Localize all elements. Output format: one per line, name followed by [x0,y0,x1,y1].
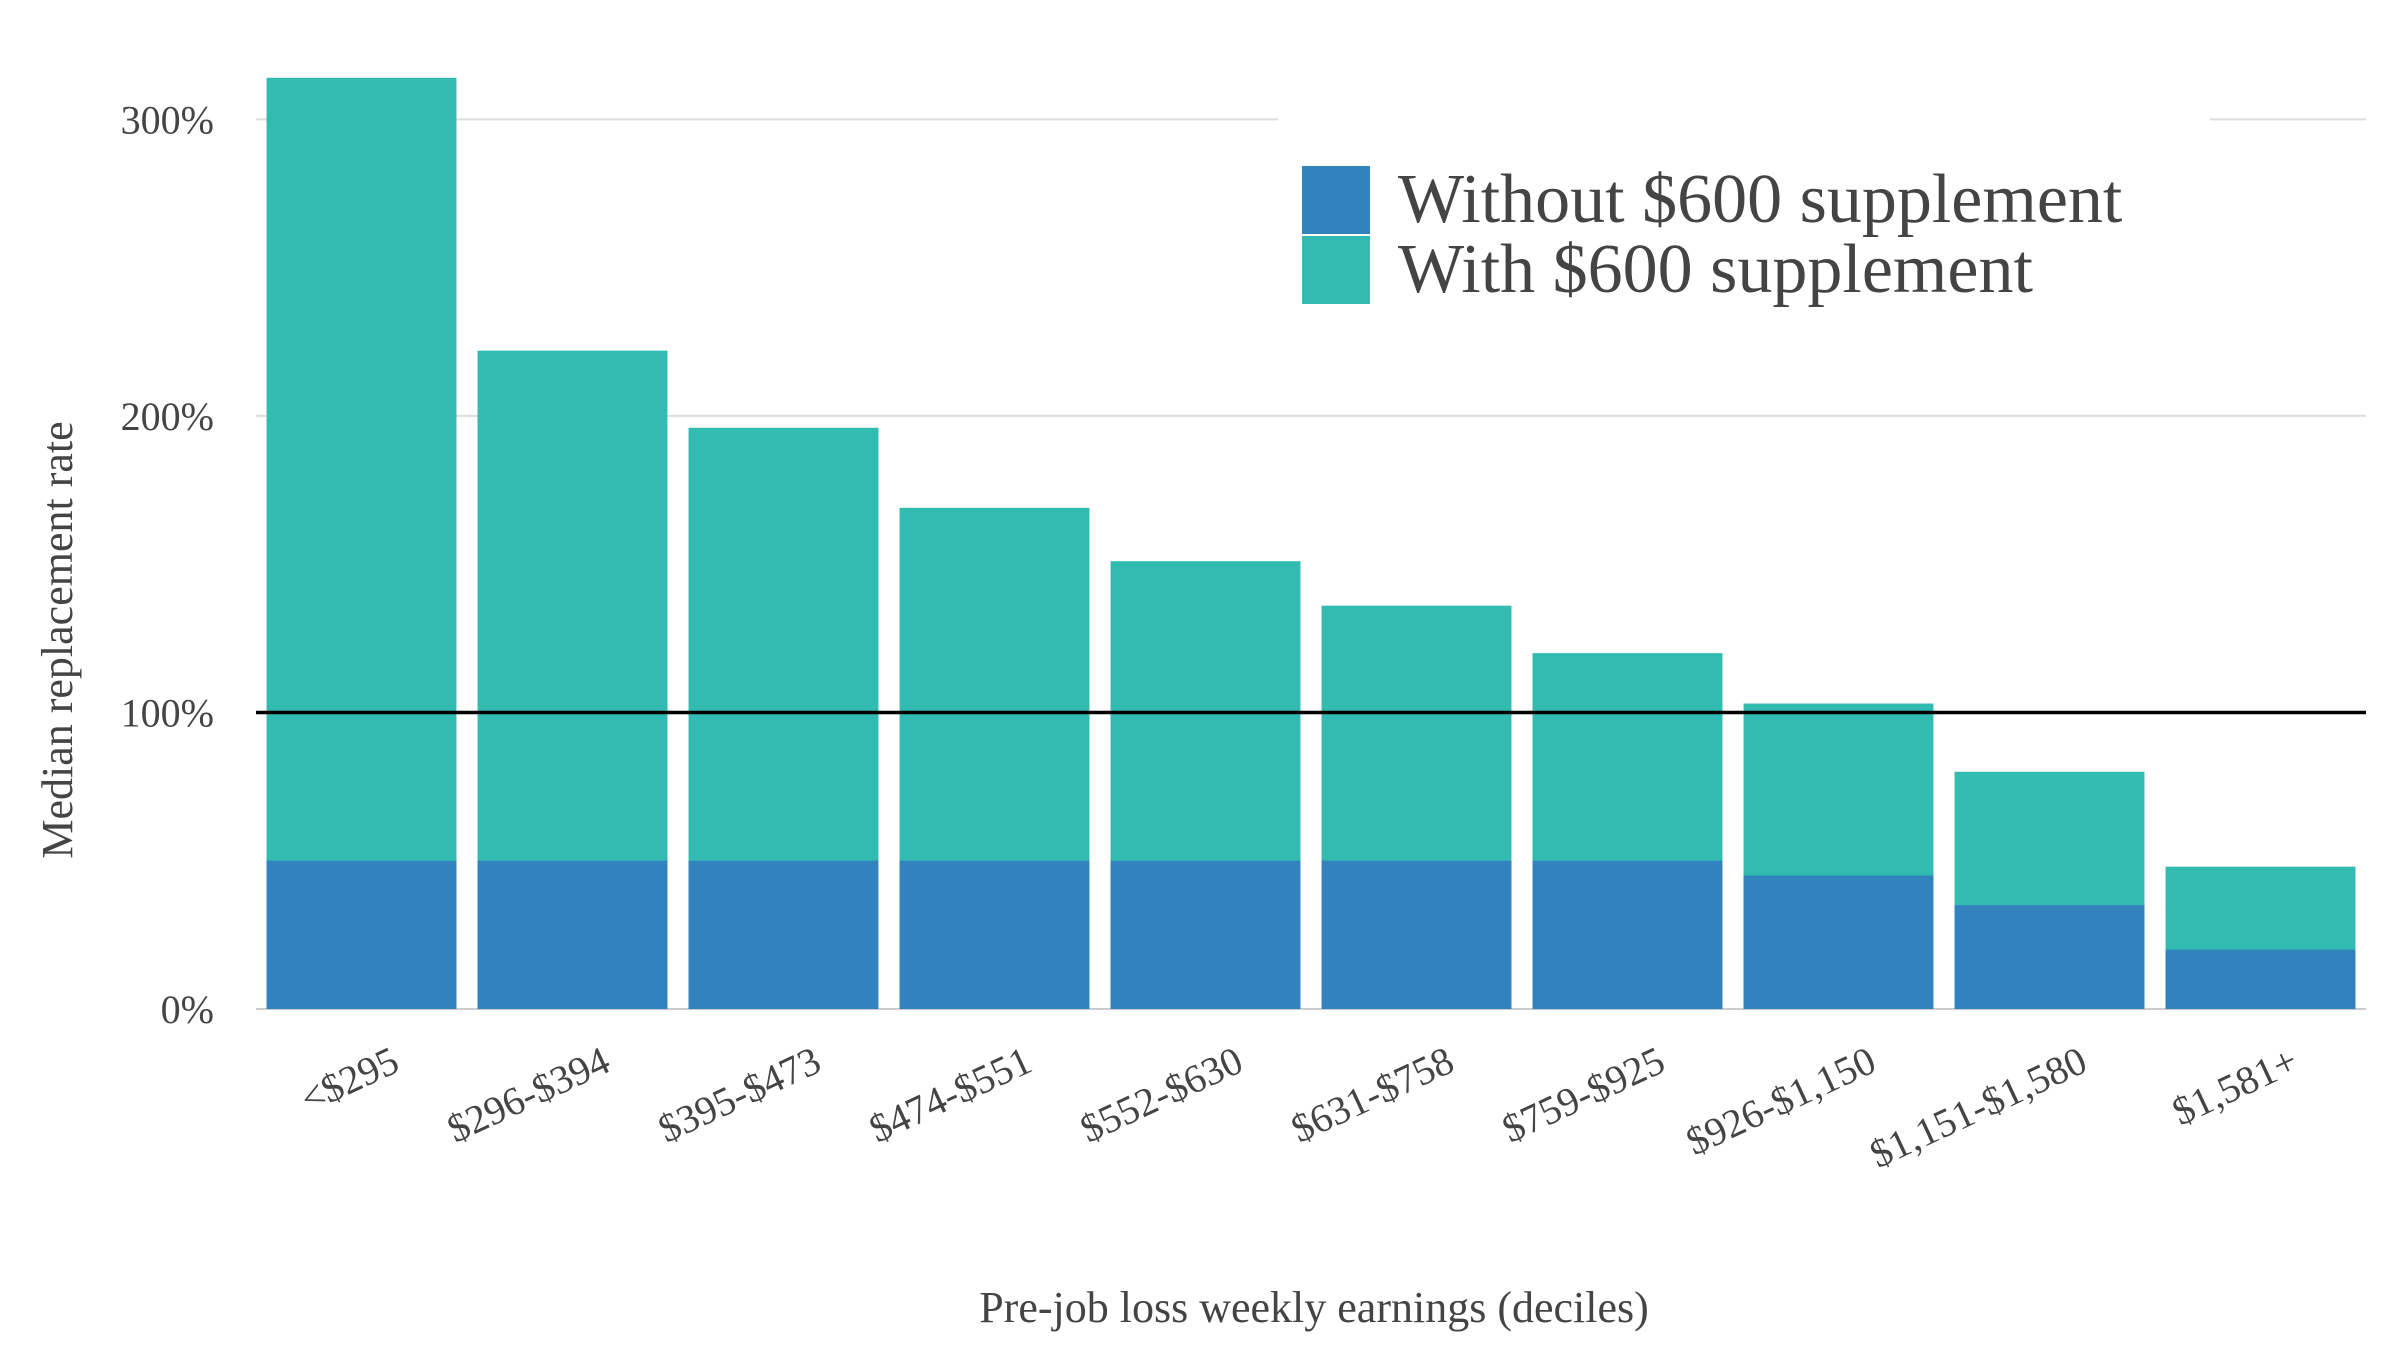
y-tick-label: 200% [121,394,214,439]
x-tick-label: $759-$925 [1495,1037,1671,1151]
bar-without-supplement [1110,860,1301,1009]
bar-without-supplement [1954,905,2145,1009]
x-tick-label: $1,581+ [2165,1037,2304,1134]
bar-without-supplement [477,860,668,1009]
x-tick-label: $296-$394 [440,1037,616,1151]
bar-without-supplement [266,860,457,1009]
x-tick-label: $474-$551 [862,1037,1038,1151]
x-tick-label: $1,151-$1,580 [1863,1037,2093,1176]
bar-without-supplement [899,860,1090,1009]
x-tick-label: $631-$758 [1284,1037,1460,1151]
bar-without-supplement [1743,875,1934,1009]
y-tick-label: 0% [161,987,214,1032]
y-tick-label: 100% [121,690,214,735]
x-tick-label: $926-$1,150 [1679,1037,1882,1164]
y-axis-ticks: 0% 100% 200% 300% [121,97,214,1032]
legend-swatch-with [1302,236,1370,304]
legend-swatch-without [1302,166,1370,234]
legend-label-without: Without $600 supplement [1398,161,2123,238]
y-tick-label: 300% [121,97,214,142]
bars [266,77,2356,1010]
x-tick-label: $395-$473 [651,1037,827,1151]
legend-label-with: With $600 supplement [1398,231,2033,308]
bar-with-supplement [266,77,457,1010]
x-axis-title: Pre-job loss weekly earnings (deciles) [979,1283,1649,1332]
bar-without-supplement [2165,949,2356,1009]
x-axis-ticks: <$295 $296-$394 $395-$473 $474-$551 $552-$63… [293,1037,2304,1176]
legend-background [1278,108,2210,328]
bar-without-supplement [688,860,879,1009]
bar-without-supplement [1532,860,1723,1009]
x-tick-label: $552-$630 [1073,1037,1249,1151]
bar-without-supplement [1321,860,1512,1009]
x-tick-label: <$295 [293,1037,405,1121]
y-axis-title: Median replacement rate [33,421,82,858]
